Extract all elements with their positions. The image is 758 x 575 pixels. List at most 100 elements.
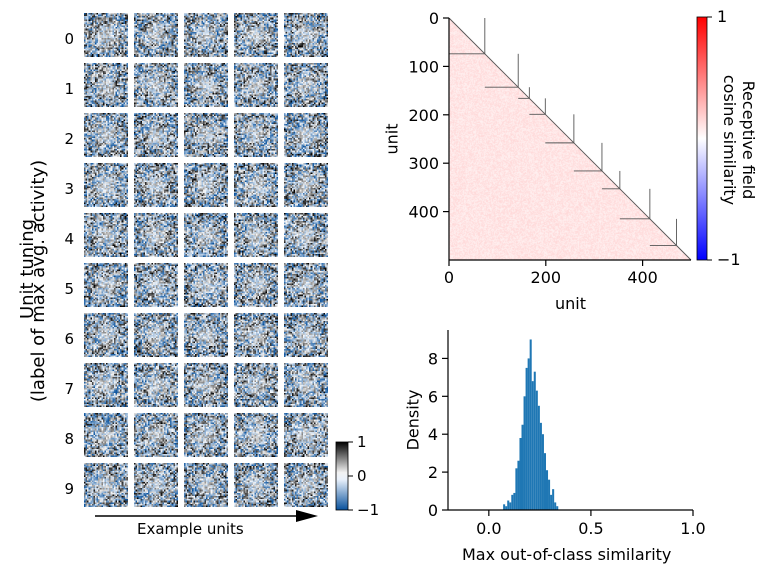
tiles-colorbar [335, 441, 353, 511]
receptive-field-tile [184, 413, 228, 457]
histogram-xlabel: Max out-of-class similarity [462, 545, 672, 564]
tiles-xlabel: Example units [137, 520, 244, 538]
receptive-field-tile [84, 13, 128, 57]
receptive-field-tile [84, 113, 128, 157]
receptive-field-tile [84, 363, 128, 407]
similarity-cbar-tick-bottom: −1 [717, 250, 741, 269]
receptive-field-tile [184, 113, 228, 157]
histogram-bar [505, 506, 508, 510]
histogram-y-tick-label: 0 [428, 501, 438, 520]
receptive-field-tile [284, 463, 328, 507]
histogram-bar [548, 479, 551, 510]
similarity-cbar-tick-top: 1 [717, 7, 728, 26]
histogram-bar [556, 506, 559, 510]
histogram-bar [507, 500, 510, 510]
histogram-y-tick-label: 2 [428, 463, 438, 482]
tile-row-label: 8 [64, 430, 74, 448]
histogram-bar [533, 371, 536, 510]
histogram-bar [537, 405, 540, 510]
receptive-field-tile [284, 13, 328, 57]
tile-row-label: 0 [64, 30, 74, 48]
heatmap-y-tick-label: 300 [408, 154, 439, 173]
receptive-field-tile [284, 63, 328, 107]
receptive-field-tile [284, 263, 328, 307]
histogram-bar [529, 339, 532, 510]
histogram-bar [523, 396, 526, 510]
receptive-field-tile [234, 163, 278, 207]
histogram-bar [527, 358, 530, 510]
receptive-field-tile [234, 313, 278, 357]
histogram-bar [519, 438, 522, 510]
receptive-field-tile [284, 363, 328, 407]
tile-row-label: 7 [64, 380, 74, 398]
receptive-field-tile [134, 413, 178, 457]
receptive-field-tile [184, 13, 228, 57]
tile-row-label: 6 [64, 330, 74, 348]
histogram-ylabel: Density [403, 389, 423, 451]
receptive-field-tile [234, 413, 278, 457]
receptive-field-tile [184, 63, 228, 107]
histogram-bar [543, 453, 546, 510]
receptive-field-tile [234, 363, 278, 407]
histogram-x-tick-label: 1.0 [680, 519, 705, 538]
similarity-cbar-label-line2: cosine similarity [720, 74, 739, 206]
heatmap-x-tick-label: 200 [531, 268, 562, 287]
receptive-field-tile [134, 163, 178, 207]
histogram-bar [511, 494, 514, 510]
heatmap-y-tick-label: 200 [408, 106, 439, 125]
tiles-cbar-tick-neg1: −1 [357, 501, 380, 519]
example-units-arrow [95, 510, 318, 522]
similarity-cbar-label-line1: Receptive field [739, 80, 758, 200]
heatmap-x-tick-label: 400 [627, 268, 658, 287]
histogram-bar [509, 502, 512, 510]
receptive-field-tile [84, 213, 128, 257]
tile-row-label: 9 [64, 480, 74, 498]
tiles-ylabel-line2: (label of max avg. activity) [28, 159, 49, 403]
receptive-field-tile [134, 463, 178, 507]
histogram-bar [517, 460, 520, 510]
receptive-field-tile [84, 413, 128, 457]
heatmap-y-tick-label: 0 [429, 9, 439, 28]
tiles-cbar-tick-1: 1 [357, 433, 367, 451]
heatmap-diagonal [448, 17, 692, 261]
histogram-x-tick-label: 0.0 [476, 519, 501, 538]
histogram-bar [541, 434, 544, 510]
histogram-bar [503, 504, 506, 510]
similarity-histogram: 0.0 0.5 1.0 0 2 4 6 8 [428, 330, 706, 538]
heatmap-xlabel: unit [555, 294, 586, 313]
receptive-field-tile [234, 463, 278, 507]
receptive-field-tile [184, 363, 228, 407]
histogram-y-tick-label: 4 [428, 425, 438, 444]
histogram-bar [546, 470, 549, 510]
histogram-bar [513, 492, 516, 510]
receptive-field-tile [234, 213, 278, 257]
histogram-bar [535, 390, 538, 510]
receptive-field-tile [84, 63, 128, 107]
receptive-field-tile [184, 463, 228, 507]
receptive-field-tile [184, 313, 228, 357]
tile-row-label: 5 [64, 280, 74, 298]
heatmap-y-tick-label: 100 [408, 57, 439, 76]
receptive-field-tile [234, 263, 278, 307]
heatmap-y-tick-label: 400 [408, 203, 439, 222]
tile-row-label: 1 [64, 80, 74, 98]
receptive-field-tile [234, 13, 278, 57]
tiles-cbar-tick-0: 0 [357, 467, 367, 485]
histogram-y-tick-label: 8 [428, 349, 438, 368]
receptive-field-tile [84, 163, 128, 207]
receptive-field-tile [134, 213, 178, 257]
tile-row-label: 3 [64, 180, 74, 198]
histogram-x-tick-label: 0.5 [578, 519, 603, 538]
histogram-bar [515, 468, 518, 510]
receptive-field-tile [84, 313, 128, 357]
receptive-field-tile [134, 63, 178, 107]
heatmap-x-tick-label: 0 [444, 268, 454, 287]
receptive-field-tile [234, 113, 278, 157]
receptive-field-tile [84, 463, 128, 507]
histogram-bar [552, 489, 555, 510]
receptive-field-tile [184, 263, 228, 307]
receptive-field-tile [134, 13, 178, 57]
tile-row-label: 4 [64, 230, 74, 248]
histogram-bar [531, 381, 534, 510]
heatmap-ylabel: unit [382, 123, 402, 155]
